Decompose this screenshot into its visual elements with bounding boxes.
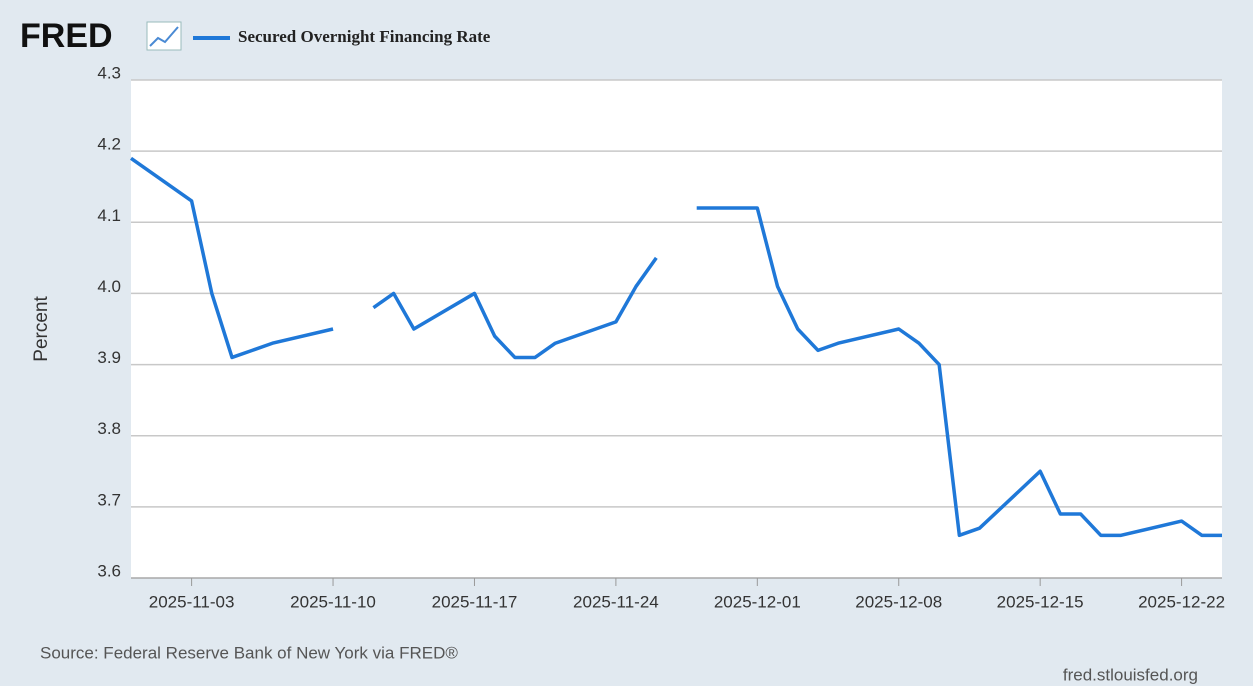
y-tick-label: 4.1 xyxy=(97,206,121,225)
credit: fred.stlouisfed.org xyxy=(1063,665,1198,684)
x-tick-label: 2025-11-24 xyxy=(573,592,659,611)
x-tick-label: 2025-11-17 xyxy=(432,592,518,611)
y-tick-label: 4.0 xyxy=(97,277,121,296)
y-tick-label: 4.2 xyxy=(97,135,121,154)
x-tick-label: 2025-12-01 xyxy=(714,592,801,611)
legend-label: Secured Overnight Financing Rate xyxy=(238,27,491,46)
x-tick-label: 2025-12-15 xyxy=(997,592,1084,611)
x-tick-label: 2025-11-10 xyxy=(290,592,376,611)
plot-area xyxy=(131,80,1222,578)
y-tick-label: 3.6 xyxy=(97,561,121,580)
line-series xyxy=(129,156,334,360)
y-tick-label: 3.9 xyxy=(97,348,121,367)
logo-icon xyxy=(146,21,182,51)
x-tick-label: 2025-12-22 xyxy=(1138,592,1225,611)
y-tick-label: 3.7 xyxy=(97,490,121,509)
x-tick-label: 2025-12-08 xyxy=(855,592,942,611)
x-tick-label: 2025-11-03 xyxy=(149,592,235,611)
y-tick-label: 3.8 xyxy=(97,419,121,438)
y-axis-label: Percent xyxy=(31,296,52,362)
logo: FRED xyxy=(20,17,113,55)
line-series xyxy=(372,256,658,360)
line-series xyxy=(696,206,1222,538)
y-tick-label: 4.3 xyxy=(97,63,121,82)
source: Source: Federal Reserve Bank of New York… xyxy=(40,643,458,662)
